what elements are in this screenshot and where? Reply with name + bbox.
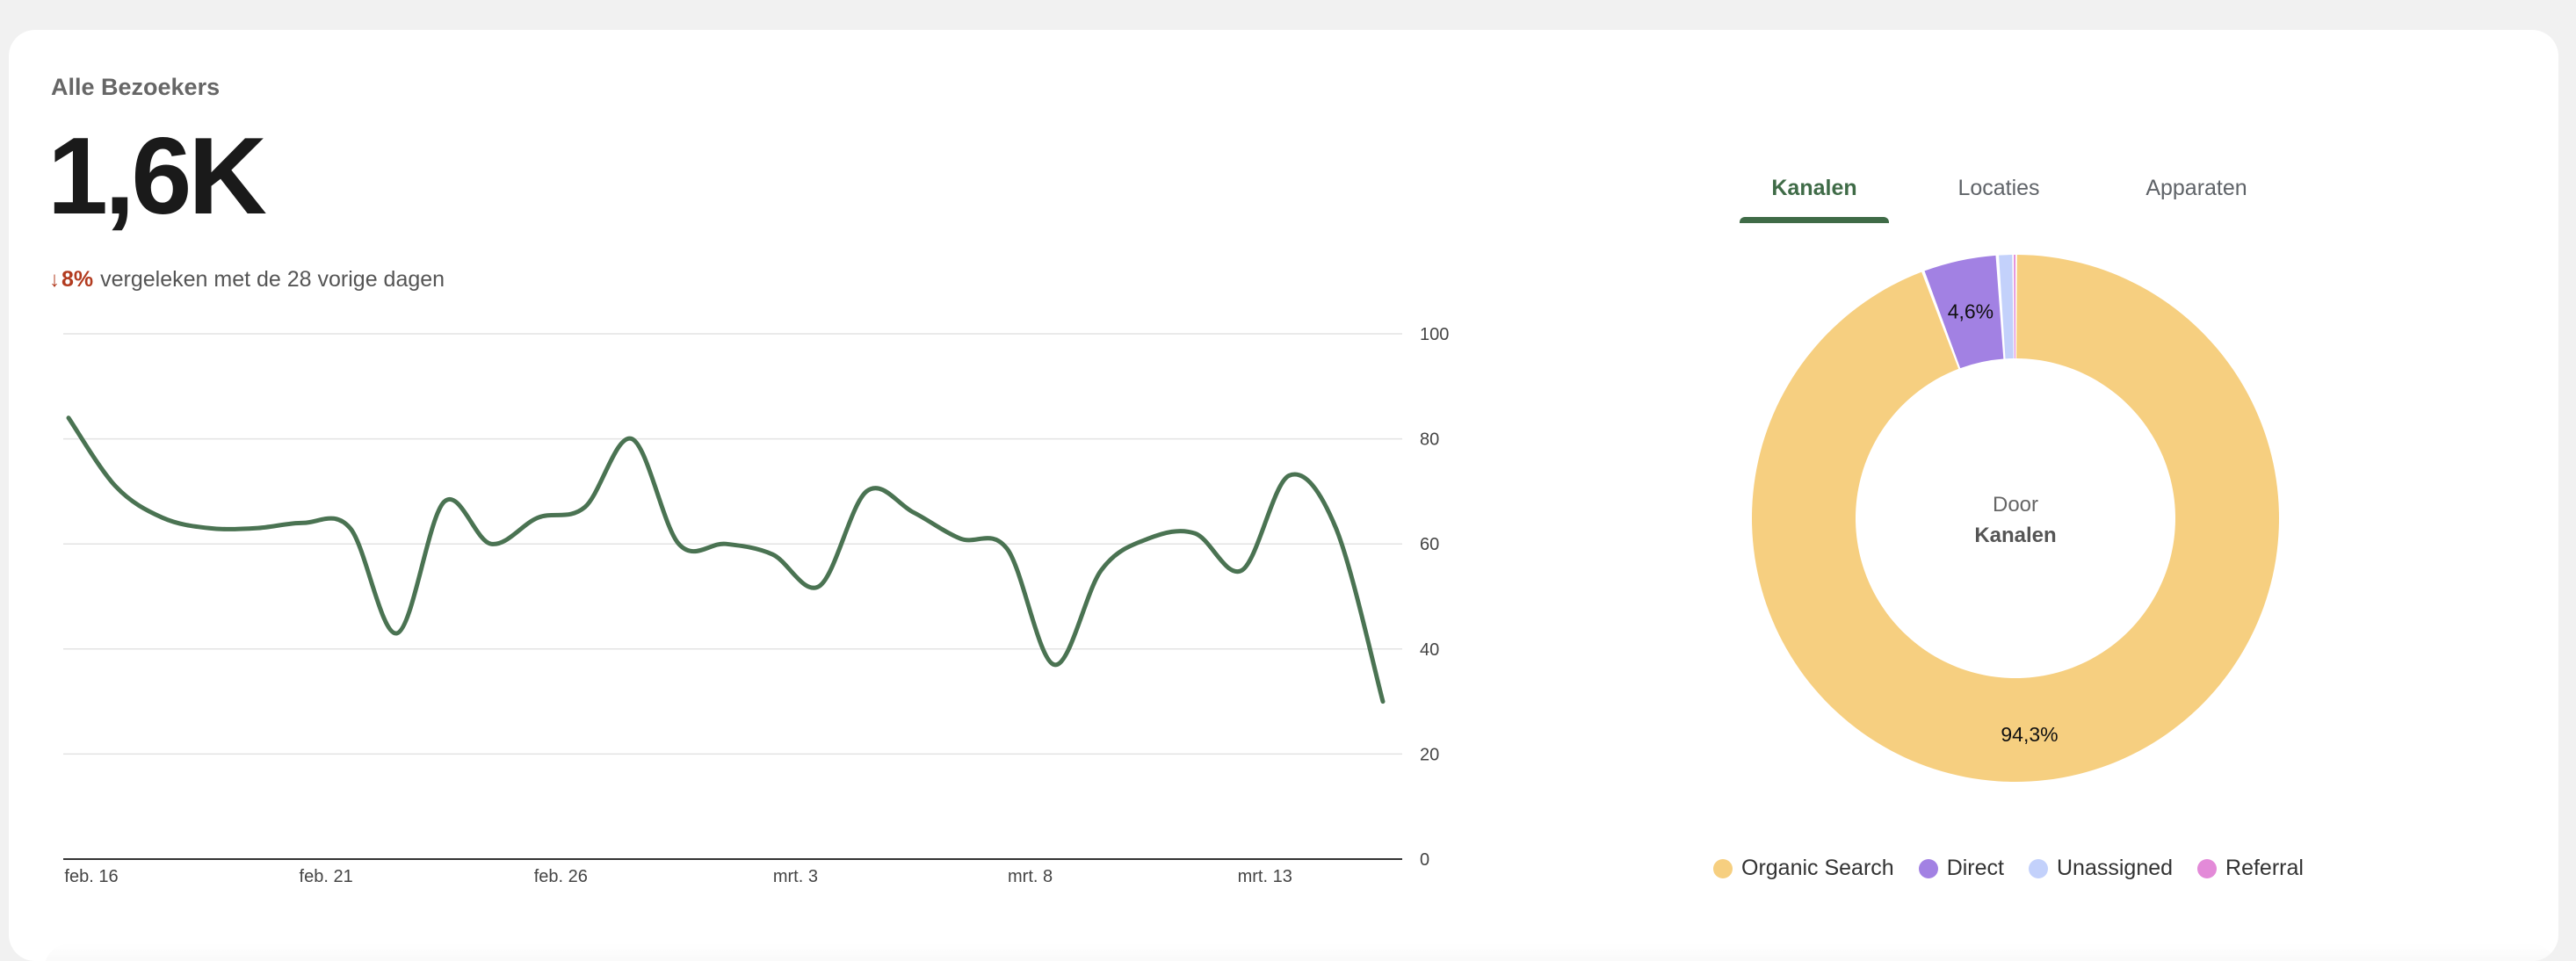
channels-donut-chart: 94,3% 4,6% Door Kanalen [1752,255,2280,783]
visitors-card: Alle Bezoekers 1,6K ↓ 8% vergeleken met … [9,30,2558,961]
donut-label-organic-search: 94,3% [2001,723,2058,746]
next-card-edge [44,943,2557,961]
tab-kanalen-label: Kanalen [1771,176,1857,200]
legend-item-organic-search[interactable]: Organic Search [1713,856,1894,881]
x-tick-label: mrt. 8 [1008,867,1053,886]
y-tick-label: 0 [1420,850,1429,870]
x-tick-label: feb. 16 [64,867,118,886]
y-tick-label: 60 [1420,535,1439,554]
donut-slice-referral[interactable] [2014,255,2015,359]
comparison-label: vergeleken met de 28 vorige dagen [100,267,445,292]
tab-apparaten-label: Apparaten [2145,176,2247,200]
legend-item-referral[interactable]: Referral [2197,856,2304,881]
tab-locaties-label: Locaties [1957,176,2040,200]
donut-slice-unassigned[interactable] [1999,255,2014,359]
arrow-down-icon: ↓ [49,267,60,292]
legend-dot-organic [1713,858,1733,878]
x-tick-label: feb. 26 [534,867,588,886]
donut-center-line2: Kanalen [1974,524,2056,547]
total-visitors-value: 1,6K [47,116,267,237]
tab-locaties[interactable]: Locaties [1928,144,2069,228]
legend-label-organic: Organic Search [1741,856,1894,880]
legend-label-referral: Referral [2225,856,2304,880]
legend-label-direct: Direct [1946,856,2004,880]
tab-kanalen[interactable]: Kanalen [1740,144,1889,228]
breakdown-tabs: Kanalen Locaties Apparaten [1740,144,2302,228]
legend-label-unassigned: Unassigned [2057,856,2174,880]
tab-apparaten[interactable]: Apparaten [2113,144,2280,228]
donut-label-direct: 4,6% [1948,300,1994,322]
legend-item-unassigned[interactable]: Unassigned [2029,856,2173,881]
x-tick-label: mrt. 13 [1238,867,1292,886]
donut-legend: Organic Search Direct Unassigned Referra… [1713,856,2328,881]
donut-slice-organic-search[interactable] [1752,255,2280,783]
card-title: Alle Bezoekers [51,74,221,100]
donut-slice-direct[interactable] [1924,255,2004,369]
donut-center-line1: Door [1993,493,2038,517]
legend-item-direct[interactable]: Direct [1918,856,2004,881]
x-tick-label: feb. 21 [300,867,353,886]
active-tab-indicator [1740,217,1889,223]
y-tick-label: 40 [1420,640,1439,660]
y-tick-label: 20 [1420,745,1439,764]
y-tick-label: 100 [1420,325,1449,344]
legend-dot-direct [1918,858,1938,878]
y-tick-label: 80 [1420,430,1439,450]
visitors-series-line [66,415,1386,704]
visitors-line-chart: 0 20 40 60 80 100 feb. 16 feb. 21 feb. 26 mrt. 3 m… [63,325,1449,886]
x-tick-label: mrt. 3 [773,867,818,886]
comparison-text: ↓ 8% vergeleken met de 28 vorige dagen [49,267,445,293]
legend-dot-referral [2197,858,2218,878]
change-percentage: 8% [62,267,94,292]
legend-dot-unassigned [2029,858,2048,878]
